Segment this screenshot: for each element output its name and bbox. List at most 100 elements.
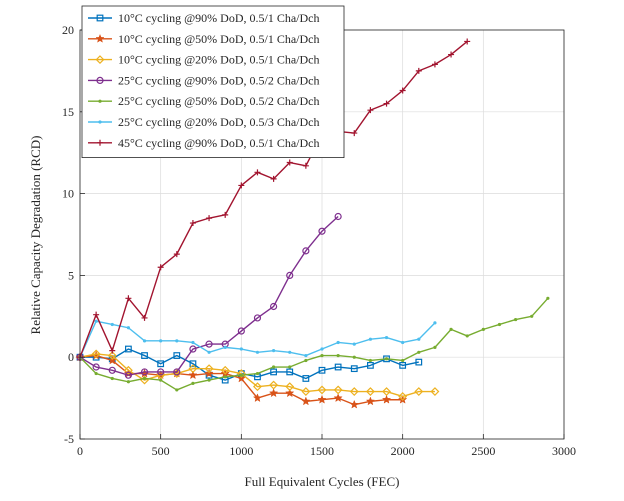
legend-item: 10°C cycling @20% DoD, 0.5/1 Cha/Dch bbox=[88, 53, 320, 67]
data-point bbox=[157, 368, 165, 376]
data-point bbox=[433, 345, 437, 349]
data-point bbox=[254, 169, 261, 176]
data-point bbox=[94, 371, 98, 376]
y-tick-label: 10 bbox=[62, 187, 74, 201]
data-point bbox=[285, 382, 295, 392]
data-point bbox=[367, 107, 374, 114]
data-point bbox=[239, 347, 243, 351]
series-line bbox=[79, 353, 435, 398]
data-point bbox=[252, 393, 263, 403]
data-point bbox=[334, 363, 342, 371]
data-point bbox=[401, 358, 405, 363]
data-point bbox=[481, 327, 485, 331]
data-point bbox=[368, 337, 372, 341]
data-point bbox=[334, 212, 342, 221]
data-point bbox=[320, 347, 324, 351]
data-point bbox=[269, 380, 279, 390]
data-point bbox=[191, 340, 195, 345]
data-point bbox=[189, 360, 197, 368]
legend-item: 25°C cycling @50% DoD, 0.5/2 Cha/Dch bbox=[88, 94, 320, 108]
data-point bbox=[352, 355, 356, 359]
data-point bbox=[93, 311, 100, 318]
data-point bbox=[415, 67, 422, 74]
data-point bbox=[270, 175, 277, 182]
data-point bbox=[205, 340, 213, 348]
x-tick-label: 1500 bbox=[310, 444, 334, 458]
data-point bbox=[175, 339, 179, 343]
x-tick-label: 500 bbox=[152, 444, 170, 458]
data-point bbox=[333, 385, 343, 395]
x-tick-label: 1000 bbox=[229, 444, 253, 458]
legend-label: 25°C cycling @90% DoD, 0.5/2 Cha/Dch bbox=[118, 73, 320, 87]
legend-swatch-marker bbox=[97, 139, 103, 146]
y-tick-label: 0 bbox=[68, 350, 74, 364]
data-point bbox=[142, 376, 147, 381]
legend-item: 25°C cycling @20% DoD, 0.5/3 Cha/Dch bbox=[88, 115, 320, 129]
data-point bbox=[302, 162, 309, 169]
data-point bbox=[318, 366, 326, 374]
data-point bbox=[126, 380, 130, 384]
data-point bbox=[304, 353, 308, 358]
data-point bbox=[399, 87, 406, 94]
series-line bbox=[79, 297, 549, 391]
data-point bbox=[401, 340, 405, 345]
data-point bbox=[107, 351, 117, 361]
data-point bbox=[317, 385, 327, 395]
data-point bbox=[207, 378, 211, 382]
data-point bbox=[204, 368, 214, 378]
data-point bbox=[336, 340, 340, 345]
data-point bbox=[141, 352, 148, 359]
data-point bbox=[417, 350, 421, 354]
series-line bbox=[79, 215, 339, 376]
data-point bbox=[333, 393, 343, 403]
data-point bbox=[124, 371, 132, 379]
data-point bbox=[301, 396, 311, 406]
data-point bbox=[286, 368, 294, 376]
data-point bbox=[141, 314, 148, 321]
data-point bbox=[349, 387, 359, 397]
x-tick-label: 0 bbox=[77, 444, 83, 458]
y-tick-label: -5 bbox=[64, 432, 74, 446]
data-point bbox=[108, 366, 116, 374]
data-point bbox=[350, 365, 358, 373]
data-point bbox=[384, 357, 389, 361]
legend-item: 10°C cycling @90% DoD, 0.5/1 Cha/Dch bbox=[88, 11, 320, 25]
data-point bbox=[302, 375, 310, 382]
legend-label: 10°C cycling @90% DoD, 0.5/1 Cha/Dch bbox=[118, 11, 320, 25]
data-point bbox=[268, 388, 279, 398]
data-point bbox=[94, 319, 98, 323]
data-point bbox=[399, 361, 407, 369]
data-point bbox=[320, 353, 324, 358]
data-point bbox=[449, 327, 453, 331]
series-line bbox=[80, 348, 419, 381]
data-point bbox=[270, 368, 277, 376]
data-point bbox=[191, 381, 195, 385]
data-point bbox=[237, 327, 245, 335]
data-point bbox=[317, 394, 327, 404]
data-point bbox=[288, 350, 292, 354]
data-point bbox=[367, 361, 374, 369]
data-point bbox=[433, 321, 437, 325]
data-point bbox=[336, 353, 340, 358]
legend-label: 25°C cycling @50% DoD, 0.5/2 Cha/Dch bbox=[118, 94, 320, 108]
data-point bbox=[238, 182, 245, 189]
data-point bbox=[189, 220, 196, 227]
data-point bbox=[239, 373, 243, 377]
data-point bbox=[301, 387, 311, 397]
data-point bbox=[173, 368, 181, 376]
x-tick-label: 3000 bbox=[552, 444, 576, 458]
data-point bbox=[365, 396, 376, 406]
data-point bbox=[285, 388, 295, 398]
data-point bbox=[207, 350, 211, 354]
legend-swatch-marker bbox=[98, 99, 102, 103]
legend-box bbox=[81, 5, 345, 159]
data-point bbox=[92, 363, 100, 371]
series-6 bbox=[78, 319, 437, 359]
data-point bbox=[157, 360, 165, 368]
data-point bbox=[384, 335, 389, 340]
data-point bbox=[142, 339, 147, 343]
data-point bbox=[398, 392, 408, 401]
data-point bbox=[110, 322, 114, 327]
x-axis-title: Full Equivalent Cycles (FEC) bbox=[245, 474, 400, 489]
